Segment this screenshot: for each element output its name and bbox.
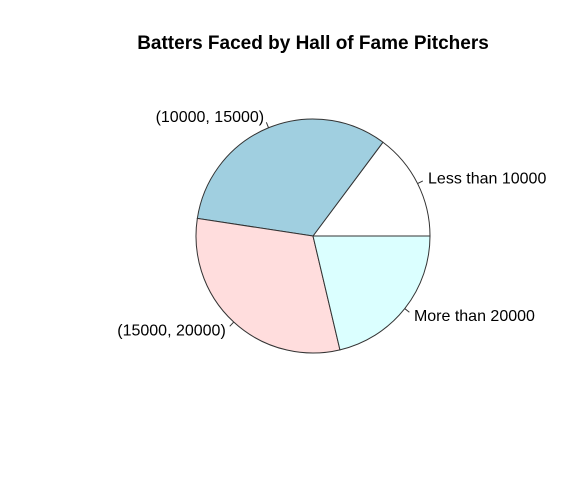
pie-label-more-than-20000: More than 20000 [414, 308, 535, 325]
pie-leader-lines [229, 122, 424, 327]
pie-slices [195, 118, 431, 354]
chart-title: Batters Faced by Hall of Fame Pitchers [137, 33, 489, 54]
pie-leader-less-than-10000 [417, 180, 424, 184]
pie-leader-more-than-20000 [404, 308, 410, 313]
pie-label-10000-15000: (10000, 15000) [156, 109, 265, 126]
pie-leader-15000-20000 [229, 321, 235, 327]
pie-label-15000-20000: (15000, 20000) [117, 323, 226, 340]
pie-labels: Less than 10000 (10000, 15000) (15000, 200… [117, 109, 546, 340]
pie-slice-less-than-10000 [312, 141, 431, 237]
pie-slice-10000-15000 [196, 118, 384, 237]
pie-label-less-than-10000: Less than 10000 [428, 170, 546, 187]
pie-leader-10000-15000 [265, 122, 270, 128]
